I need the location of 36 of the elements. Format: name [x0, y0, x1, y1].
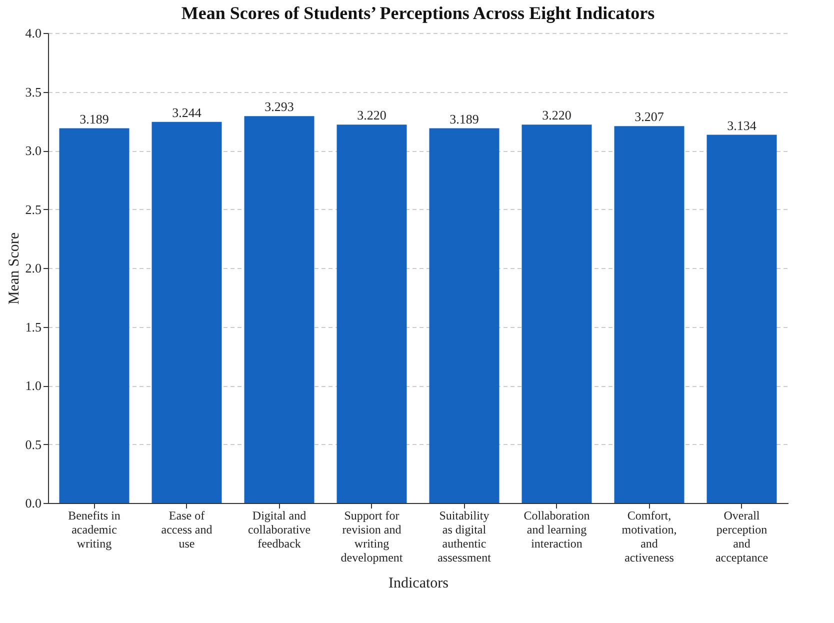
bar	[336, 124, 407, 503]
bar	[522, 124, 592, 503]
y-tick-label: 3.5	[25, 84, 42, 100]
data-label: 3.134	[727, 118, 757, 133]
bar	[152, 122, 222, 503]
y-tick-label: 1.5	[25, 319, 42, 334]
y-tick-label: 0.5	[25, 436, 42, 452]
data-label: 3.220	[357, 108, 386, 123]
y-tick-label: 4.0	[25, 26, 42, 40]
data-label: 3.207	[634, 109, 664, 124]
data-label: 3.244	[172, 104, 202, 120]
y-tick-label: 1.0	[25, 378, 42, 393]
y-tick-label: 2.5	[25, 202, 42, 217]
x-tick-label: Ease of access and use	[161, 508, 212, 550]
x-tick-label: Benefits in academic writing	[68, 508, 120, 550]
bar	[244, 116, 314, 503]
x-axis-title: Indicators	[388, 576, 449, 592]
data-label: 3.293	[264, 99, 294, 114]
y-axis-title: Mean Score	[6, 232, 22, 305]
x-tick-label: Support for revision and writing development	[340, 508, 404, 564]
x-tick-label: Comfort, motivation, and activeness	[622, 508, 677, 564]
bar	[614, 126, 684, 503]
chart-title: Mean Scores of Students’ Perceptions Across Eight Indicators	[181, 3, 655, 23]
x-tick-label: Overall perception and acceptance	[715, 508, 768, 564]
y-tick-label: 3.0	[25, 143, 42, 158]
bar	[706, 134, 777, 503]
data-label: 3.220	[542, 108, 572, 123]
bar	[59, 128, 130, 503]
x-tick-label: Suitability as digital authentic assessment	[438, 508, 492, 564]
y-tick-label: 2.0	[25, 260, 42, 276]
bar	[429, 128, 500, 503]
x-tick-label: Collaboration and learning interaction	[524, 508, 590, 550]
y-tick-label: 0.0	[25, 496, 42, 510]
data-label: 3.189	[450, 111, 479, 126]
data-label: 3.189	[80, 111, 109, 126]
x-tick-label: Digital and collaborative feedback	[248, 508, 311, 550]
